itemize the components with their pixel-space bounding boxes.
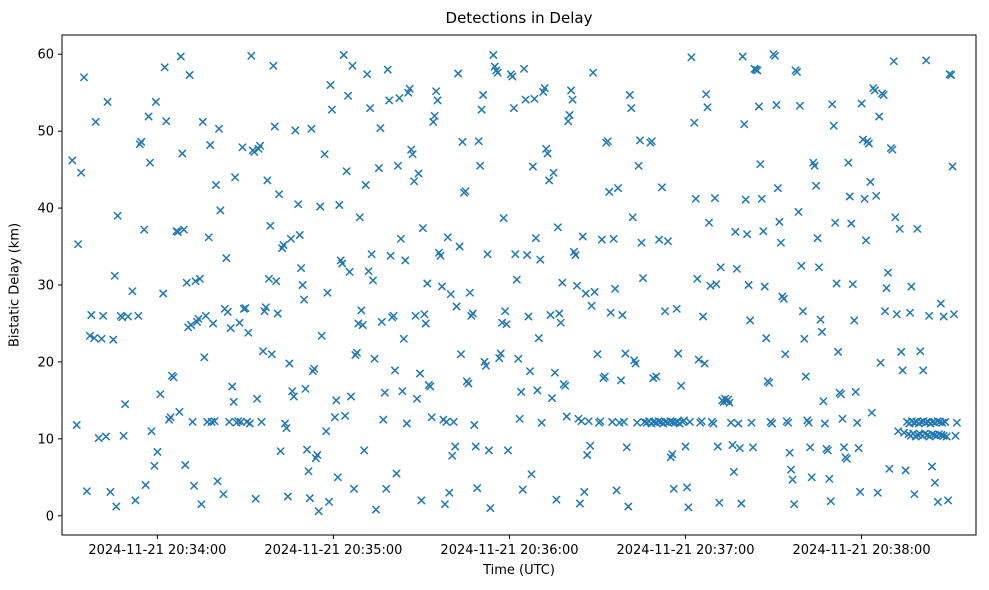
chart-title: Detections in Delay [445, 9, 593, 27]
y-tick-label: 40 [37, 202, 54, 217]
x-tick-label: 2024-11-21 20:36:00 [440, 543, 578, 558]
x-tick-label: 2024-11-21 20:38:00 [793, 543, 931, 558]
y-tick-label: 10 [37, 432, 54, 447]
x-tick-label: 2024-11-21 20:34:00 [88, 543, 226, 558]
y-tick-label: 60 [37, 48, 54, 63]
x-tick-label: 2024-11-21 20:37:00 [616, 543, 754, 558]
y-tick-label: 20 [37, 355, 54, 370]
x-tick-label: 2024-11-21 20:35:00 [264, 543, 402, 558]
scatter-markers [68, 50, 961, 516]
y-tick-label: 50 [37, 125, 54, 140]
y-axis-label: Bistatic Delay (km) [7, 222, 23, 348]
x-axis-label: Time (UTC) [483, 563, 555, 578]
y-tick-label: 0 [46, 509, 54, 524]
y-tick-label: 30 [37, 279, 54, 294]
